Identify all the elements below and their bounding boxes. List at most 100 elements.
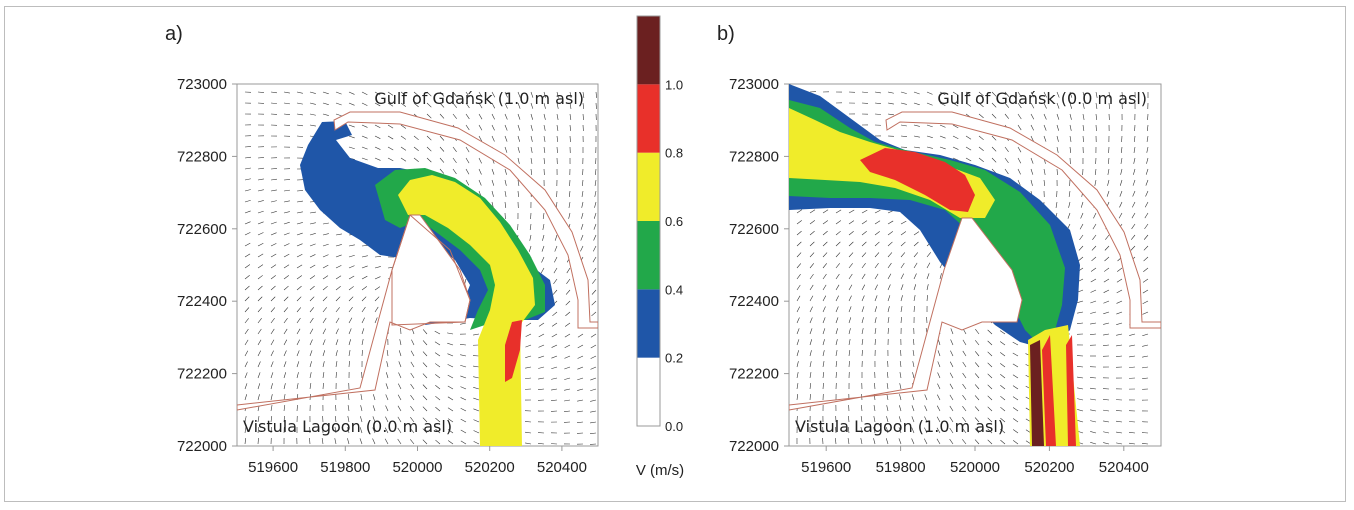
panel-a-arrow	[335, 350, 338, 357]
panel-a-arrow	[283, 102, 290, 105]
panel-b-arrow	[861, 241, 867, 247]
panel-b-arrow	[1004, 91, 1010, 97]
panel-b-arrow	[887, 113, 894, 116]
panel-b-arrow	[913, 306, 915, 313]
panel-a-arrow	[538, 443, 545, 445]
panel-b-arrow	[952, 157, 959, 161]
panel-a-arrow	[473, 376, 480, 379]
panel-b-arrow	[939, 135, 946, 139]
panel-a-arrow	[530, 168, 533, 175]
panel-a-arrow	[244, 307, 250, 313]
panel-a-arrow	[296, 307, 302, 313]
panel-b-ytick-label: 722400	[729, 293, 779, 310]
panel-b-arrow	[835, 350, 838, 357]
panel-b-arrow	[913, 91, 920, 95]
panel-a-arrow	[447, 364, 454, 368]
panel-b-arrow	[924, 416, 928, 423]
panel-a-arrow	[538, 344, 545, 348]
panel-b-arrow	[887, 284, 891, 291]
panel-b-arrow	[1116, 431, 1123, 434]
panel-b-arrow	[962, 428, 967, 434]
figure-frame	[4, 6, 1346, 502]
panel-b-lagoon-label: Vistula Lagoon (1.0 m asl)	[795, 417, 1004, 436]
panel-a-arrow	[426, 91, 432, 97]
panel-a-arrow	[361, 296, 367, 302]
panel-b-arrow	[1004, 168, 1009, 175]
panel-b-arrow	[1091, 245, 1097, 251]
panel-a-arrow	[592, 267, 597, 274]
panel-a-arrow	[504, 201, 507, 208]
panel-b-arrow	[1132, 190, 1136, 197]
panel-a-arrow	[594, 201, 597, 208]
panel-b-arrow	[1131, 212, 1136, 219]
panel-b-arrow	[809, 393, 811, 401]
panel-a-arrow	[335, 275, 342, 280]
panel-b-arrow	[822, 230, 828, 236]
panel-b-arrow	[937, 350, 941, 357]
panel-b-arrow	[962, 405, 967, 412]
panel-b-breakwater-east	[885, 111, 1161, 329]
panel-b-arrow	[1030, 179, 1033, 186]
panel-a-arrow	[577, 377, 584, 381]
panel-a-arrow	[581, 201, 584, 208]
panel-a-arrow	[348, 244, 355, 247]
panel-a-arrow	[270, 350, 274, 357]
panel-b-arrow	[1030, 91, 1035, 98]
panel-b-arrow	[1129, 366, 1136, 368]
panel-b-arrow	[1094, 179, 1097, 186]
panel-b-arrow	[1090, 431, 1097, 434]
panel-a-arrow	[577, 399, 584, 402]
panel-a-arrow	[517, 179, 520, 186]
panel-a-arrow	[348, 265, 355, 269]
panel-b-arrow	[796, 372, 799, 379]
panel-b-arrow	[1142, 377, 1149, 379]
panel-a-arrow	[270, 296, 276, 302]
panel-a-arrow	[257, 285, 263, 291]
panel-a-arrow	[593, 212, 597, 219]
panel-b-arrow	[1107, 179, 1110, 186]
panel-b-arrow	[835, 306, 839, 313]
panel-b-arrow	[899, 361, 902, 368]
panel-b-arrow	[1090, 300, 1097, 304]
panel-b-arrow	[900, 124, 907, 127]
panel-b-arrow	[1012, 341, 1019, 346]
panel-b-arrow	[1017, 102, 1022, 109]
panel-b-arrow	[1090, 267, 1097, 272]
panel-a-arrow	[283, 189, 290, 192]
panel-a-arrow	[270, 91, 277, 94]
panel-a-arrow	[435, 417, 441, 423]
panel-a-arrow	[283, 350, 287, 357]
panel-b-arrow	[1069, 124, 1072, 131]
panel-b-arrow	[912, 350, 915, 357]
panel-a-arrow	[335, 113, 342, 117]
panel-a-arrow	[529, 234, 532, 241]
panel-a-arrow	[322, 285, 328, 291]
panel-b-arrow	[913, 339, 915, 346]
panel-b-arrow	[822, 220, 829, 225]
panel-a-arrow	[447, 407, 454, 412]
panel-b-arrow	[1090, 420, 1097, 423]
panel-a-arrow	[322, 307, 327, 313]
panel-a-arrow	[322, 372, 325, 379]
panel-b-arrow	[900, 252, 906, 258]
panel-a-arrow	[374, 306, 379, 313]
panel-b-xtick-label: 520200	[1024, 459, 1074, 476]
panel-b-xtick-label: 519800	[876, 459, 926, 476]
panel-b-arrow	[822, 241, 828, 247]
panel-b-arrow	[796, 220, 802, 225]
panel-a-arrow	[422, 395, 428, 401]
panel-a-arrow	[525, 442, 532, 445]
panel-a-arrow	[322, 328, 327, 335]
panel-a-arrow	[309, 275, 316, 280]
panel-a-arrow	[413, 102, 419, 108]
panel-a-arrow	[387, 102, 394, 107]
panel-b-arrow	[1107, 157, 1110, 164]
panel-b-arrow	[900, 102, 907, 105]
panel-a-arrow	[309, 307, 315, 313]
panel-b-arrow	[796, 284, 801, 291]
panel-b-arrow	[899, 383, 902, 390]
panel-b-arrow	[835, 252, 841, 258]
panel-a-arrow	[334, 427, 337, 434]
panel-a-arrow	[592, 256, 597, 263]
panel-a-arrow	[542, 234, 545, 241]
